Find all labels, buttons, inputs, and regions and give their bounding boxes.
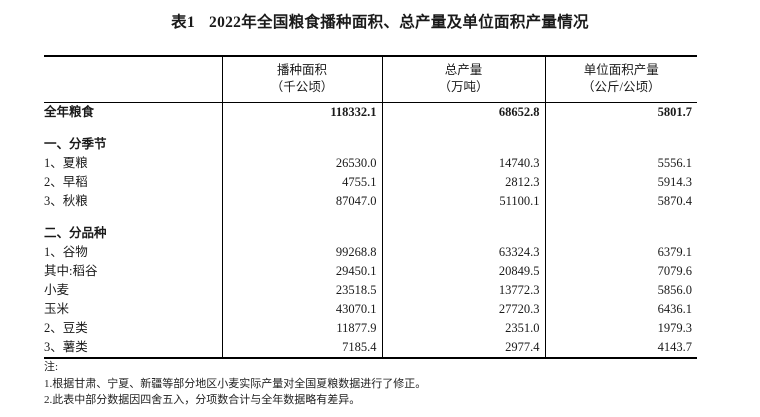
cell-sown-area: 7185.4 xyxy=(222,337,383,359)
cell-total-output: 27720.3 xyxy=(382,299,546,319)
table-spacer-row xyxy=(44,210,697,224)
cell-unit-yield: 7079.6 xyxy=(657,263,692,278)
table: 播种面积 （千公顷） 总产量 （万吨） 单位面积产量 （公斤/公顷） 全年粮食 1… xyxy=(44,54,697,359)
column-header-unit-yield: 单位面积产量 （公斤/公顷） xyxy=(545,54,697,103)
table-notes: 注: 1.根据甘肃、宁夏、新疆等部分地区小麦实际产量对全国夏粮数据进行了修正。 … xyxy=(44,359,724,409)
cell-sown-area xyxy=(222,121,383,135)
row-label: 二、分品种 xyxy=(44,223,223,243)
cell-unit-yield xyxy=(545,135,697,154)
row-label xyxy=(44,121,223,135)
cell-unit-yield: 5870.4 xyxy=(657,193,692,208)
cell-total-output: 20849.5 xyxy=(382,261,546,281)
table-body: 全年粮食 118332.1 68652.8 5801.7 一、分季节 1、夏粮 26530.… xyxy=(44,102,697,359)
row-label: 玉米 xyxy=(44,299,223,319)
table-row: 2、早稻 4755.1 2812.3 5914.3 xyxy=(44,172,697,192)
note-item-2: 2.此表中部分数据因四舍五入，分项数合计与全年数据略有差异。 xyxy=(44,394,361,406)
cell-unit-yield: 5556.1 xyxy=(657,155,692,170)
cell-total-output xyxy=(382,134,546,154)
table-row: 1、夏粮 26530.0 14740.3 5556.1 xyxy=(44,153,697,173)
table-title-text: 2022年全国粮食播种面积、总产量及单位面积产量情况 xyxy=(209,14,589,31)
cell-sown-area: 87047.0 xyxy=(222,191,383,211)
cell-sown-area: 29450.1 xyxy=(222,261,383,281)
note-item-1: 1.根据甘肃、宁夏、新疆等部分地区小麦实际产量对全国夏粮数据进行了修正。 xyxy=(44,377,427,390)
cell-unit-yield: 5856.0 xyxy=(657,282,692,297)
notes-label: 注: xyxy=(44,361,59,373)
cell-total-output xyxy=(382,223,546,243)
column-header-total-output-name: 总产量 xyxy=(444,63,483,77)
table-row: 3、秋粮 87047.0 51100.1 5870.4 xyxy=(44,191,697,211)
table-row: 二、分品种 xyxy=(44,223,697,243)
column-header-sown-area-unit: （千公顷） xyxy=(270,79,334,94)
cell-unit-yield: 4143.7 xyxy=(545,337,697,359)
table-row: 1、谷物 99268.8 63324.3 6379.1 xyxy=(44,242,697,262)
column-header-unit-yield-unit: （公斤/公顷） xyxy=(582,79,661,94)
cell-sown-area xyxy=(222,134,383,154)
cell-unit-yield: 6436.1 xyxy=(657,301,692,316)
table-header: 播种面积 （千公顷） 总产量 （万吨） 单位面积产量 （公斤/公顷） xyxy=(44,54,697,103)
row-label: 全年粮食 xyxy=(44,102,223,122)
column-header-unit-yield-name: 单位面积产量 xyxy=(583,63,659,77)
table-row: 其中:稻谷 29450.1 20849.5 7079.6 xyxy=(44,261,697,281)
cell-total-output xyxy=(382,121,546,135)
cell-sown-area: 23518.5 xyxy=(222,280,383,300)
cell-total-output: 63324.3 xyxy=(382,242,546,262)
column-header-total-output: 总产量 （万吨） xyxy=(382,54,546,103)
table-row: 玉米 43070.1 27720.3 6436.1 xyxy=(44,299,697,319)
cell-total-output: 51100.1 xyxy=(382,191,546,211)
row-label: 3、薯类 xyxy=(44,337,223,359)
row-label: 3、秋粮 xyxy=(44,191,223,211)
column-header-sown-area-name: 播种面积 xyxy=(276,63,327,77)
cell-sown-area: 99268.8 xyxy=(222,242,383,262)
cell-total-output: 2351.0 xyxy=(382,318,546,338)
row-label: 其中:稻谷 xyxy=(44,261,223,281)
cell-unit-yield: 5914.3 xyxy=(657,174,692,189)
table-row: 2、豆类 11877.9 2351.0 1979.3 xyxy=(44,318,697,338)
cell-total-output: 68652.8 xyxy=(382,102,546,122)
table-row: 小麦 23518.5 13772.3 5856.0 xyxy=(44,280,697,300)
cell-total-output: 2812.3 xyxy=(382,172,546,192)
cell-total-output: 14740.3 xyxy=(382,153,546,173)
column-header-sown-area: 播种面积 （千公顷） xyxy=(222,54,383,103)
table-row: 全年粮食 118332.1 68652.8 5801.7 xyxy=(44,102,697,122)
cell-unit-yield xyxy=(545,224,697,243)
cell-sown-area: 26530.0 xyxy=(222,153,383,173)
cell-unit-yield: 5801.7 xyxy=(657,104,692,119)
cell-sown-area xyxy=(222,223,383,243)
row-label: 一、分季节 xyxy=(44,134,223,154)
cell-total-output: 2977.4 xyxy=(382,337,546,359)
cell-total-output xyxy=(382,210,546,224)
cell-unit-yield xyxy=(545,122,697,135)
row-label: 小麦 xyxy=(44,280,223,300)
row-label xyxy=(44,210,223,224)
cell-unit-yield: 6379.1 xyxy=(657,244,692,259)
cell-total-output: 13772.3 xyxy=(382,280,546,300)
cell-unit-yield xyxy=(545,211,697,224)
page-title: 表1 2022年全国粮食播种面积、总产量及单位面积产量情况 xyxy=(0,10,760,32)
row-label: 1、谷物 xyxy=(44,242,223,262)
cell-sown-area: 43070.1 xyxy=(222,299,383,319)
table-row: 3、薯类 7185.4 2977.4 4143.7 xyxy=(44,337,697,359)
column-header-label xyxy=(44,54,223,103)
cell-sown-area: 4755.1 xyxy=(222,172,383,192)
table-number: 表1 xyxy=(171,14,196,31)
grain-statistics-table: 播种面积 （千公顷） 总产量 （万吨） 单位面积产量 （公斤/公顷） 全年粮食 1… xyxy=(44,54,697,359)
row-label: 2、豆类 xyxy=(44,318,223,338)
cell-sown-area: 11877.9 xyxy=(222,318,383,338)
cell-sown-area xyxy=(222,210,383,224)
row-label: 1、夏粮 xyxy=(44,153,223,173)
table-spacer-row xyxy=(44,121,697,135)
header-row: 播种面积 （千公顷） 总产量 （万吨） 单位面积产量 （公斤/公顷） xyxy=(44,54,697,103)
table-row: 一、分季节 xyxy=(44,134,697,154)
column-header-total-output-unit: （万吨） xyxy=(438,79,489,94)
row-label: 2、早稻 xyxy=(44,172,223,192)
cell-unit-yield: 1979.3 xyxy=(657,320,692,335)
cell-sown-area: 118332.1 xyxy=(222,102,383,122)
